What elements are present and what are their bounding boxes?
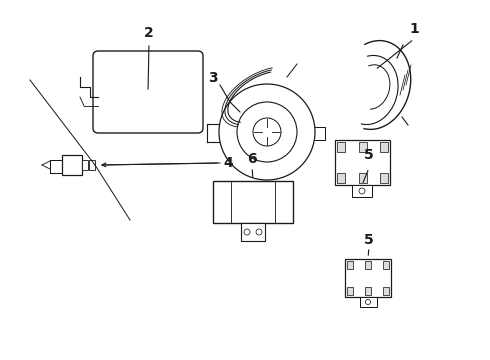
Circle shape — [237, 102, 297, 162]
Bar — [352, 185, 372, 197]
Text: 5: 5 — [364, 233, 374, 247]
Circle shape — [256, 229, 262, 235]
Circle shape — [366, 300, 370, 305]
Bar — [380, 142, 388, 152]
Bar — [380, 173, 388, 183]
FancyBboxPatch shape — [93, 51, 203, 133]
Bar — [360, 297, 377, 307]
Bar — [365, 287, 371, 295]
Bar — [347, 287, 353, 295]
Bar — [241, 223, 265, 241]
Bar — [365, 261, 371, 269]
Circle shape — [219, 84, 315, 180]
Circle shape — [244, 229, 250, 235]
Bar — [213, 181, 293, 223]
Bar — [337, 173, 345, 183]
Bar — [383, 287, 389, 295]
Text: 4: 4 — [223, 156, 233, 170]
Bar — [337, 142, 345, 152]
Text: 6: 6 — [247, 152, 257, 166]
Circle shape — [253, 118, 281, 146]
Bar — [345, 259, 391, 297]
Text: 3: 3 — [208, 71, 218, 85]
Text: 2: 2 — [144, 26, 154, 40]
Bar — [62, 155, 82, 175]
Bar — [89, 160, 95, 170]
Bar — [347, 261, 353, 269]
Bar — [359, 142, 367, 152]
Bar — [335, 140, 390, 185]
Bar — [82, 160, 88, 170]
Circle shape — [359, 188, 365, 194]
Text: 1: 1 — [409, 22, 419, 36]
Bar — [383, 261, 389, 269]
Text: 5: 5 — [364, 148, 374, 162]
Bar — [359, 173, 367, 183]
